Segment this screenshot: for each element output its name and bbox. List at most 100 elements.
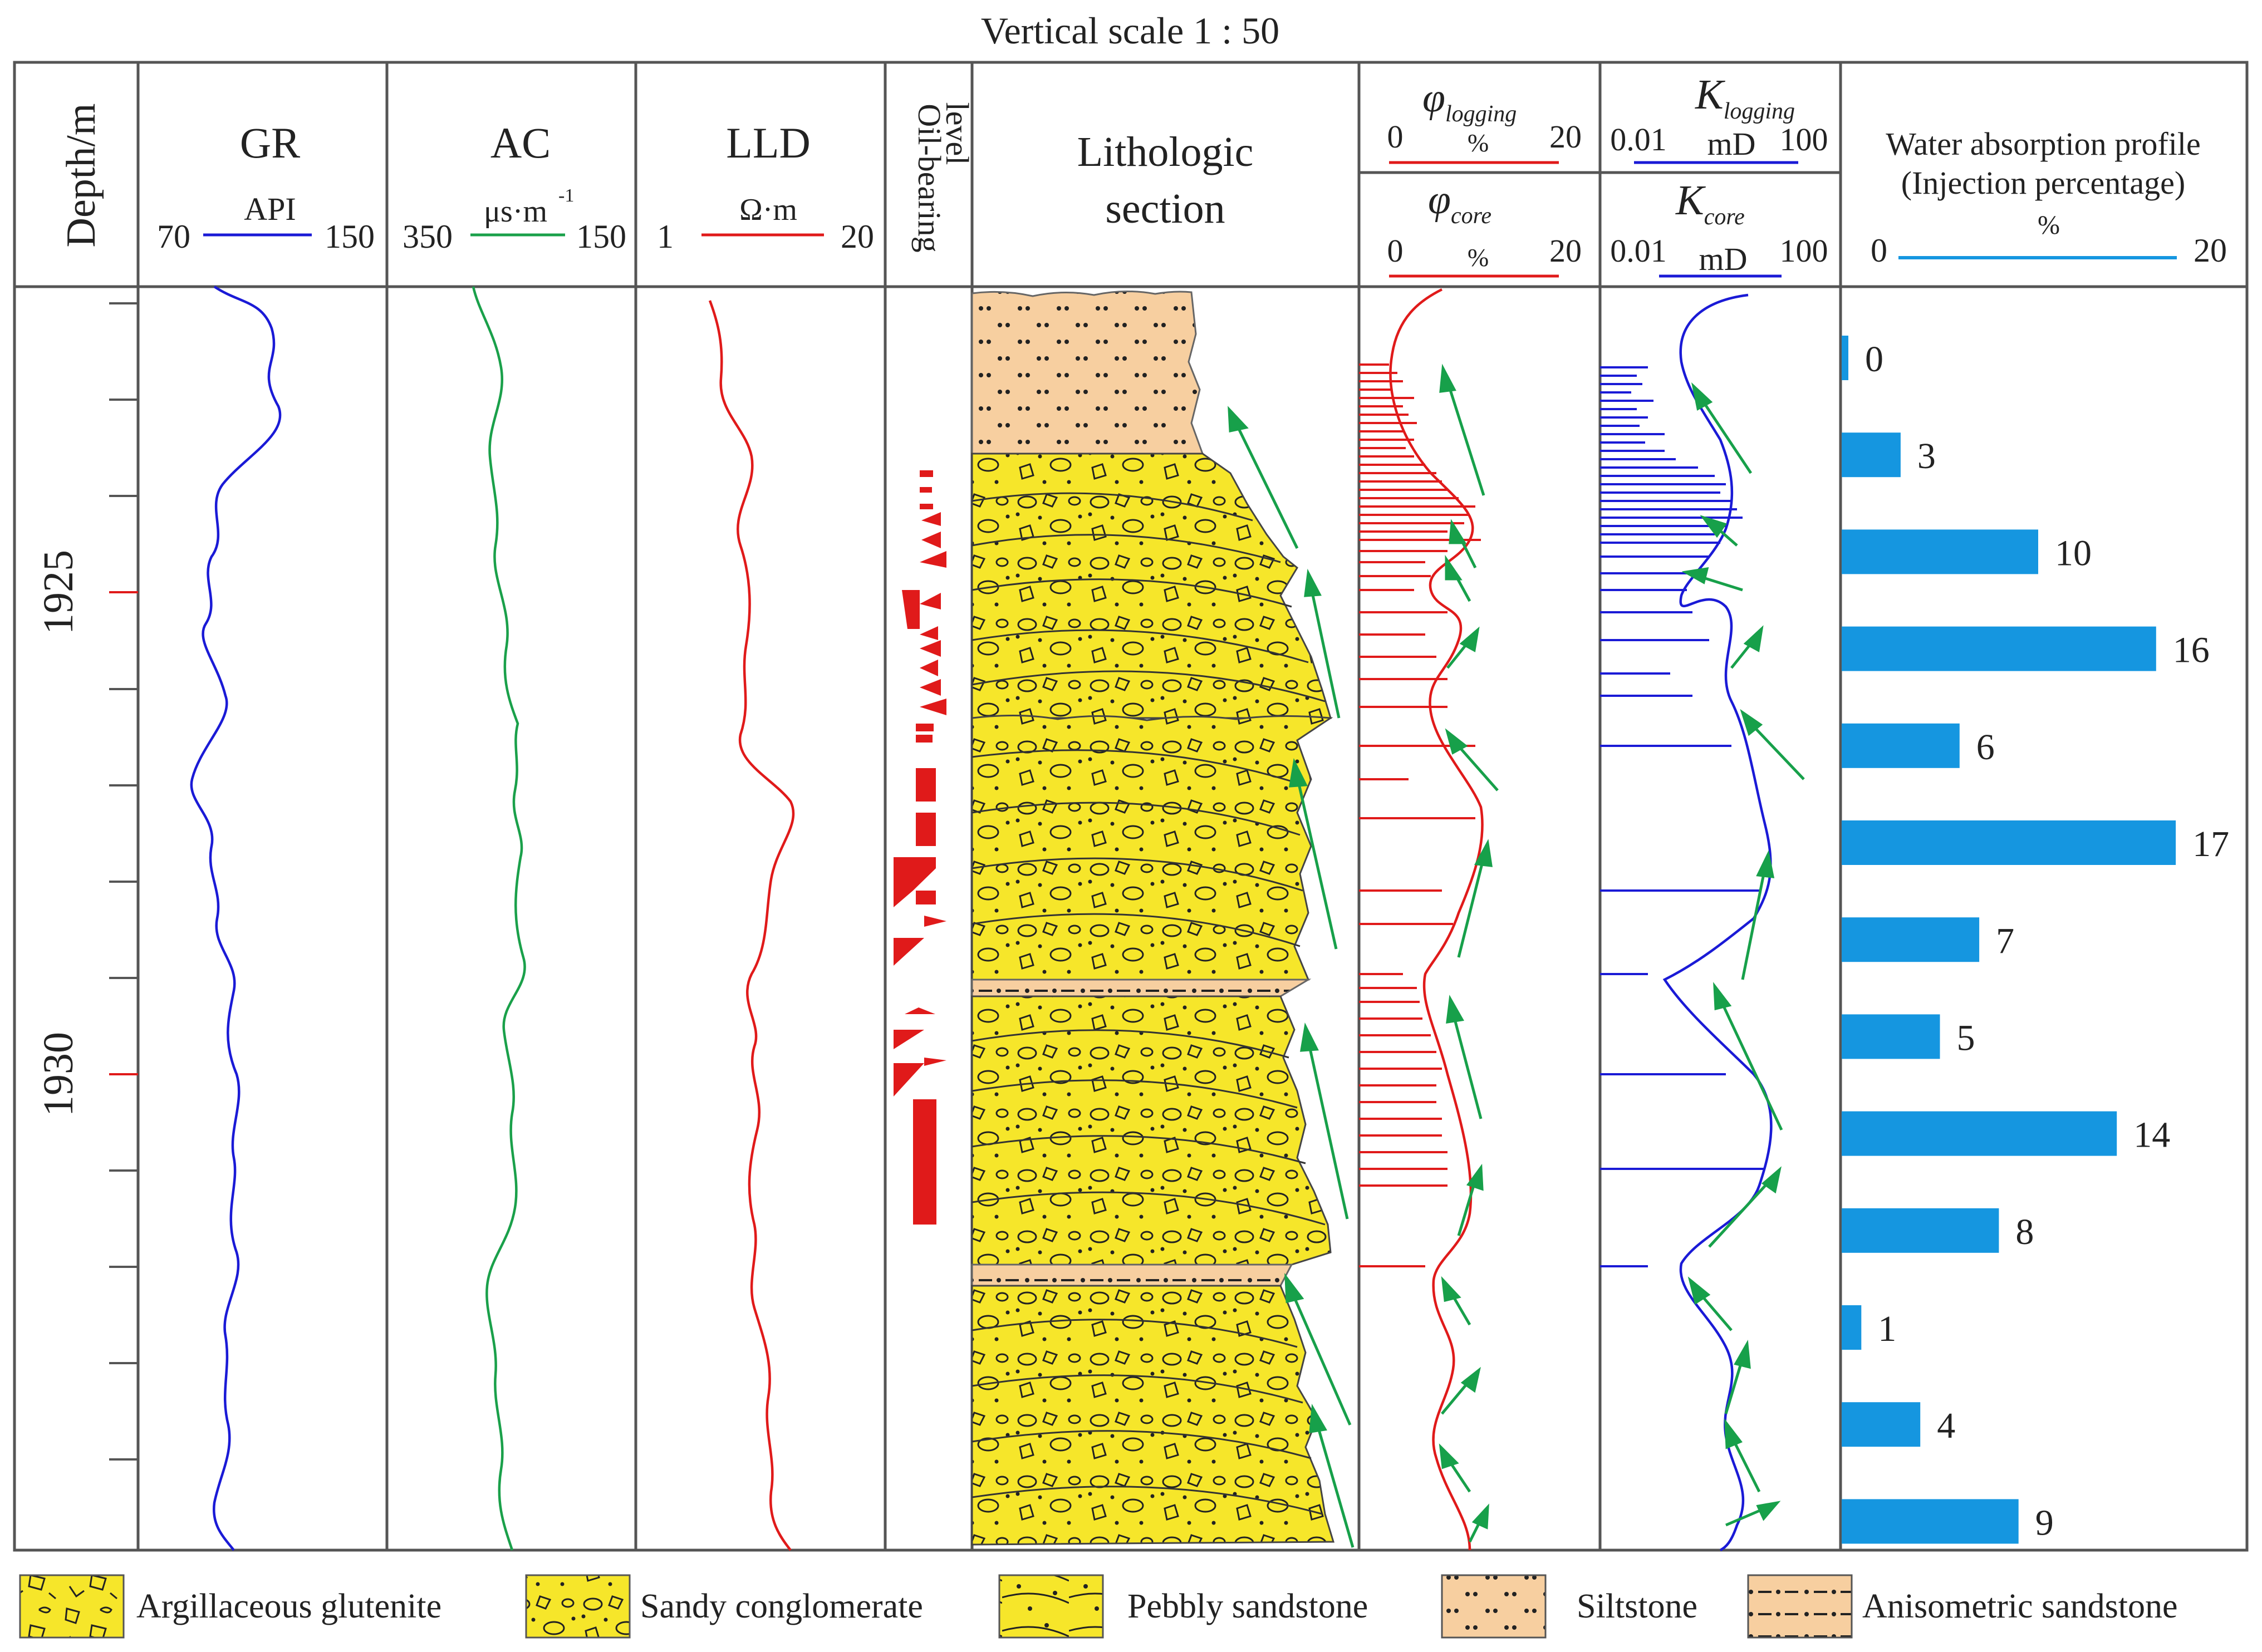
water-bar-label-4: 6: [1976, 727, 1995, 768]
anisometric-band-1: [971, 979, 1312, 997]
water-bar-6: [1842, 917, 1980, 962]
k-logging-max: 100: [1780, 121, 1828, 158]
k-logging-unit: mD: [1707, 126, 1756, 162]
litho-header-line1: Lithologic: [1077, 129, 1254, 175]
phi-logging-max: 20: [1549, 119, 1582, 155]
water-bar-label-1: 3: [1917, 436, 1936, 476]
phi-logging-min: 0: [1387, 119, 1404, 155]
anisometric-band-2: [971, 1263, 1293, 1287]
legend-label-anisometric-sandstone: Anisometric sandstone: [1862, 1587, 2178, 1625]
gr-curve: [190, 286, 282, 1551]
lithology-trend-arrows: [1228, 406, 1355, 1548]
water-bar-12: [1842, 1499, 2019, 1544]
water-header-line2: (Injection percentage): [1901, 165, 2185, 201]
water-bar-label-3: 16: [2173, 630, 2210, 671]
water-bar-label-2: 10: [2055, 533, 2092, 573]
lithologic-column: [971, 290, 1335, 1546]
ac-header-name: AC: [490, 119, 551, 167]
legend-label-siltstone: Siltstone: [1577, 1587, 1697, 1625]
scale-label: Vertical scale 1 : 50: [981, 9, 1279, 52]
water-bar-2: [1842, 529, 2038, 574]
depth-ticks: [109, 302, 138, 1461]
water-bar-8: [1842, 1111, 2117, 1156]
oil-header-line2: level: [939, 102, 975, 165]
water-bar-9: [1842, 1208, 1999, 1253]
lld-header-name: LLD: [726, 119, 811, 167]
legend-swatch-siltstone: [1441, 1574, 1547, 1639]
water-bar-0: [1842, 336, 1848, 380]
depth-label-1930: 1930: [35, 1032, 82, 1117]
phi-logging-unit: %: [1468, 129, 1489, 157]
k-core-max: 100: [1780, 233, 1828, 269]
ac-curve: [472, 286, 526, 1551]
phi-core-min: 0: [1387, 233, 1404, 269]
glutenite-unit-4: [971, 1285, 1335, 1546]
phi-core-bars: [1359, 363, 1481, 1267]
track-dividers: [136, 62, 1842, 1550]
legend-swatch-argillaceous-glutenite: [19, 1574, 125, 1639]
phi-core-symbol: φcore: [1428, 177, 1491, 229]
oil-header-line1: Oil-bearing: [911, 104, 948, 252]
water-bar-label-12: 9: [2035, 1502, 2054, 1543]
ac-scale-max: 150: [576, 218, 626, 255]
gr-scale-max: 150: [325, 218, 375, 255]
water-bar-label-9: 8: [2015, 1212, 2034, 1252]
lld-header-unit: Ω·m: [739, 193, 797, 227]
ac-scale-min: 350: [403, 218, 453, 255]
legend-swatch-sandy-conglomerate-fill: [525, 1574, 631, 1639]
k-core-symbol: Kcore: [1675, 177, 1745, 230]
ac-header-unit-sup: -1: [558, 185, 574, 206]
water-header-unit: %: [2038, 210, 2060, 240]
gr-scale-min: 70: [157, 218, 190, 255]
legend: Argillaceous glutenite Sandy conglomerat…: [19, 1574, 2178, 1639]
water-bar-11: [1842, 1402, 1921, 1447]
phi-core-max: 20: [1549, 233, 1582, 269]
legend-label-sandy-conglomerate: Sandy conglomerate: [640, 1587, 923, 1625]
water-bar-label-8: 14: [2133, 1115, 2170, 1156]
phi-logging-symbol: φlogging: [1422, 75, 1517, 127]
depth-label-1925: 1925: [35, 550, 82, 635]
k-core-min: 0.01: [1610, 233, 1667, 269]
gr-header-unit: API: [244, 191, 296, 227]
water-bar-3: [1842, 626, 2156, 671]
water-scale-max: 20: [2194, 232, 2227, 269]
glutenite-unit-1: [971, 453, 1332, 719]
water-bar-label-5: 17: [2192, 824, 2229, 864]
lld-scale-max: 20: [841, 218, 874, 255]
permeability-trend-arrows: [1681, 382, 1805, 1527]
water-bar-7: [1842, 1014, 1940, 1059]
legend-swatch-anisometric-sandstone: [1747, 1574, 1853, 1639]
porosity-trend-arrows: [1439, 363, 1499, 1543]
glutenite-unit-2: [971, 714, 1333, 981]
siltstone-layer: [971, 290, 1204, 455]
water-bar-1: [1842, 432, 1901, 478]
water-header-line1: Water absorption profile: [1886, 126, 2200, 162]
water-bar-4: [1842, 723, 1960, 768]
legend-label-pebbly-sandstone: Pebbly sandstone: [1127, 1587, 1368, 1625]
legend-label-argillaceous-glutenite: Argillaceous glutenite: [136, 1587, 441, 1625]
k-core-unit: mD: [1699, 241, 1748, 277]
water-bar-label-10: 1: [1878, 1309, 1896, 1349]
water-bar-label-6: 7: [1996, 921, 2014, 961]
water-bar-5: [1842, 820, 2176, 865]
water-scale-min: 0: [1871, 232, 1887, 269]
litho-header-line2: section: [1105, 185, 1225, 232]
cross-bedding-lines: [971, 492, 1326, 1515]
water-bar-label-0: 0: [1865, 339, 1883, 380]
ac-header-unit: μs·m: [484, 194, 547, 229]
gr-header-name: GR: [240, 119, 300, 167]
water-bar-label-11: 4: [1937, 1405, 1955, 1446]
phi-core-unit: %: [1468, 243, 1489, 272]
lld-curve: [708, 300, 795, 1551]
depth-header: Depth/m: [58, 104, 104, 248]
glutenite-unit-3: [971, 995, 1332, 1266]
oil-bearing-symbols: [894, 470, 946, 1225]
k-core-bars: [1600, 366, 1765, 1267]
water-bar-label-7: 5: [1957, 1017, 1975, 1058]
k-logging-symbol: Klogging: [1695, 71, 1795, 124]
lld-scale-min: 1: [657, 218, 674, 255]
legend-swatch-pebbly-sandstone: [998, 1574, 1104, 1639]
k-logging-min: 0.01: [1610, 121, 1667, 158]
